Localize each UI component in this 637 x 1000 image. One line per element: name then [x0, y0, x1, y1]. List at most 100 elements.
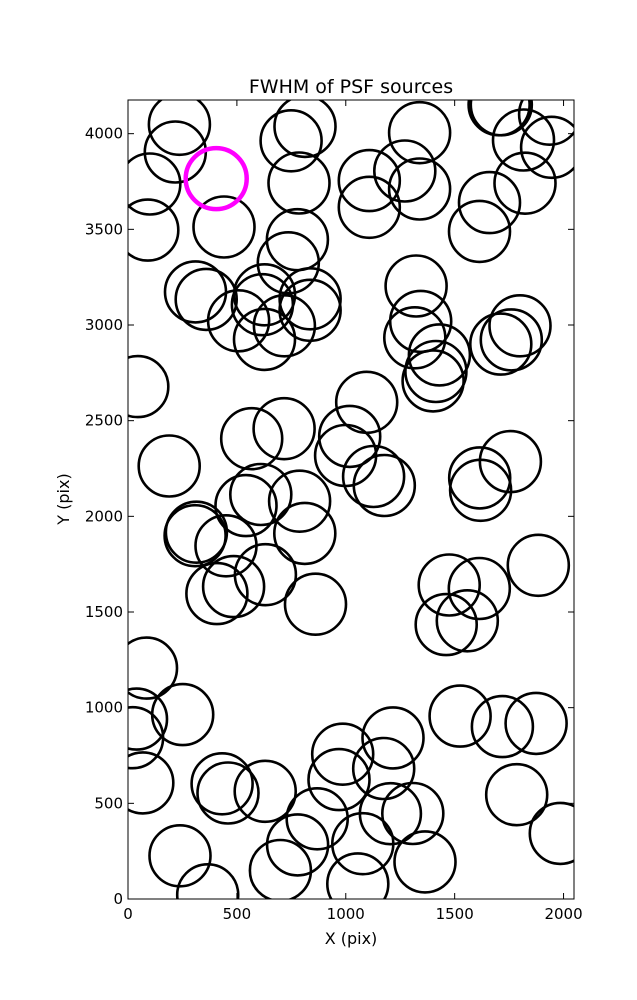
x-tick-label: 1000 [327, 905, 365, 923]
psf-source-circle [417, 553, 482, 617]
psf-source-circle [519, 115, 574, 180]
psf-source-circle [259, 109, 323, 173]
psf-source-circle [528, 801, 574, 866]
psf-source-circle [265, 813, 330, 877]
psf-source-circle [230, 272, 295, 337]
psf-source-circle [387, 100, 452, 165]
psf-source-circle [192, 195, 256, 259]
psf-source-circle [190, 751, 254, 816]
psf-source-circle [484, 762, 549, 827]
psf-source-circle [128, 751, 175, 815]
psf-source-circle [307, 747, 371, 812]
psf-source-circle [384, 254, 448, 318]
y-tick-label: 3000 [85, 316, 123, 334]
psf-source-circle [219, 406, 284, 471]
psf-source-circle [478, 429, 543, 494]
psf-source-circle [414, 592, 479, 657]
psf-source-circle [163, 503, 227, 568]
psf-source-circle [358, 781, 423, 846]
psf-source-circle [228, 462, 293, 527]
psf-source-circle [137, 434, 201, 498]
psf-source-circle [147, 100, 212, 157]
psf-source-circle [317, 404, 382, 469]
psf-source-circle [256, 230, 321, 295]
psf-source-circle [175, 863, 240, 899]
y-tick-label: 2500 [85, 412, 123, 430]
psf-source-circle [128, 687, 169, 751]
psf-source-circle [185, 561, 249, 626]
psf-source-circle [150, 682, 215, 747]
psf-source-circle [468, 312, 533, 376]
psf-source-circle [143, 120, 208, 184]
y-tick-label: 500 [94, 794, 123, 812]
plot-frame [127, 99, 575, 900]
x-axis-title: X (pix) [325, 929, 378, 948]
psf-source-circle [447, 556, 512, 621]
psf-source-circle [233, 759, 298, 824]
psf-source-circle [341, 444, 406, 509]
psf-source-circle [283, 572, 348, 637]
y-tick-label: 3500 [85, 220, 123, 238]
y-tick-label: 1500 [85, 603, 123, 621]
psf-source-circle [491, 108, 556, 172]
psf-source-circle [214, 473, 278, 538]
psf-source-circle [232, 307, 297, 372]
psf-source-circle [447, 446, 512, 510]
x-tick-label: 1500 [436, 905, 474, 923]
psf-source-circle [504, 691, 568, 756]
x-tick-label: 500 [223, 905, 252, 923]
psf-source-circle [382, 305, 447, 370]
psf-source-circle [387, 157, 452, 221]
psf-source-circle [469, 100, 534, 137]
marker-layer [128, 100, 574, 899]
y-tick-label: 1000 [85, 699, 123, 717]
psf-source-circle [337, 148, 402, 213]
psf-source-circle [479, 308, 544, 372]
psf-source-circle [404, 339, 468, 404]
x-tick-label: 2000 [544, 905, 582, 923]
psf-source-circle [174, 267, 238, 332]
y-axis-title: Y (pix) [54, 473, 73, 525]
psf-source-circle [470, 694, 535, 759]
x-tick-label: 0 [123, 905, 133, 923]
psf-source-circle [488, 293, 552, 358]
y-tick-label: 4000 [85, 125, 123, 143]
psf-source-circle [334, 370, 399, 435]
psf-source-circle [128, 152, 182, 216]
psf-source-circle [278, 278, 342, 343]
psf-source-circle [128, 636, 179, 700]
psf-source-circle [267, 469, 332, 534]
psf-source-circle [352, 453, 417, 518]
psf-source-circle [428, 684, 492, 748]
psf-source-circle [457, 170, 522, 235]
psf-source-circle [128, 354, 170, 419]
psf-source-circle [351, 736, 416, 801]
psf-source-circle [148, 823, 212, 888]
psf-source-circle [517, 100, 574, 146]
psf-source-circle [447, 199, 512, 264]
psf-source-circle [233, 542, 298, 607]
psf-source-circle [337, 175, 402, 240]
psf-source-circle [326, 852, 390, 899]
x-axis-ticks: 0 500 1000 1500 2000 [123, 100, 583, 923]
psf-source-circle [272, 501, 337, 566]
psf-source-circle [196, 761, 260, 825]
psf-source-circle [393, 830, 457, 894]
psf-source-circle [372, 139, 437, 203]
psf-source-circle [285, 786, 350, 851]
psf-source-circle [401, 349, 465, 413]
psf-source-circle [252, 396, 316, 461]
psf-source-circle [206, 288, 271, 353]
psf-source-circle [248, 838, 313, 899]
psf-source-circle [273, 100, 337, 159]
psf-source-circle [313, 423, 378, 488]
psf-source-circle [380, 781, 445, 846]
y-axis-ticks: 0 500 1000 1500 2000 2500 3000 3500 4000 [85, 125, 574, 908]
psf-source-circle [310, 722, 375, 787]
y-tick-label: 2000 [85, 507, 123, 525]
chart-title: FWHM of PSF sources [249, 76, 453, 98]
psf-source-circle [435, 588, 500, 653]
psf-source-circle [361, 706, 425, 770]
psf-source-circle [506, 533, 571, 598]
